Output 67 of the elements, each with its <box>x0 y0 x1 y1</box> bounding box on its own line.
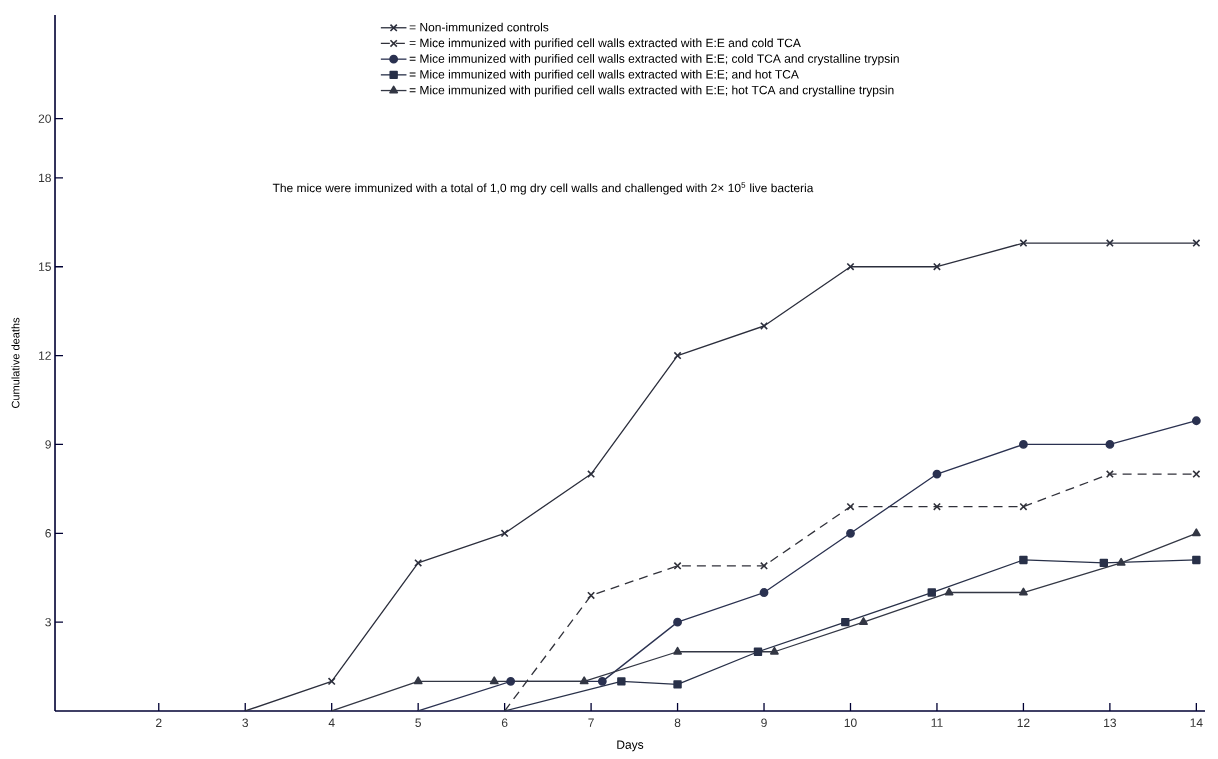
x-tick-label: 9 <box>761 718 767 728</box>
point <box>841 617 850 627</box>
x-tick-label: 12 <box>1017 718 1030 727</box>
point <box>1019 440 1028 449</box>
y-tick-label: 12 <box>39 351 51 360</box>
point <box>673 351 682 360</box>
point <box>769 646 779 655</box>
x-tick-label: 4 <box>328 718 335 727</box>
point <box>587 470 596 479</box>
point <box>1018 587 1028 596</box>
point <box>1105 440 1115 449</box>
legend-label: = Mice immunized with purified cell walls extracted with E:E; hot TCA and crystalline trypsin <box>409 85 894 97</box>
point <box>846 528 855 538</box>
legend-label: = Non-immunized controls <box>409 22 549 32</box>
x-tick-label: 6 <box>501 718 508 728</box>
x-tick-label: 2 <box>156 718 162 727</box>
annotation: The mice were immunized with a total of 1,0 mg dry cell walls and challenged with 2× 10$^{5}$ live bacteria <box>272 182 814 195</box>
point <box>1019 502 1028 511</box>
point <box>760 561 769 570</box>
x-tick-label: 14 <box>1190 718 1203 727</box>
point <box>673 617 682 627</box>
y-tick-label: 15 <box>39 262 51 271</box>
point <box>1105 470 1114 479</box>
y-tick-label: 3 <box>45 617 51 627</box>
point <box>673 646 682 655</box>
point <box>506 676 516 686</box>
legend-label: = Mice immunized with purified cell walls extracted with E:E; and hot TCA <box>409 69 799 81</box>
point <box>1099 558 1109 568</box>
legend-label: = Mice immunized with purified cell walls extracted with E:E and cold TCA <box>409 38 801 50</box>
x-tick-label: 11 <box>931 718 943 727</box>
point <box>327 677 336 686</box>
point <box>617 677 626 686</box>
point <box>1192 555 1201 565</box>
x-tick-label: 3 <box>242 718 249 728</box>
x-tick-label: 8 <box>674 718 681 728</box>
point <box>1116 557 1126 566</box>
point <box>1191 528 1201 537</box>
y-axis-title: Cumulative deaths <box>11 317 20 408</box>
point <box>846 502 855 511</box>
point <box>759 588 769 597</box>
point <box>927 588 936 597</box>
y-tick-label: 18 <box>39 173 51 183</box>
point <box>413 676 423 685</box>
point <box>753 647 763 656</box>
point <box>859 617 868 626</box>
point <box>1105 239 1114 248</box>
x-tick-label: 7 <box>588 718 594 727</box>
point <box>673 680 682 689</box>
point <box>944 587 954 596</box>
y-tick-label: 9 <box>45 440 51 449</box>
point <box>932 469 942 479</box>
x-tick-label: 5 <box>415 718 421 727</box>
point <box>414 558 423 567</box>
y-tick-label: 20 <box>38 114 52 123</box>
point <box>489 676 499 685</box>
x-tick-label: 13 <box>1104 718 1117 728</box>
point <box>1191 416 1201 426</box>
legend-label: = Mice immunized with purified cell walls extracted with E:E; cold TCA and crystalline trypsin <box>409 54 899 66</box>
point <box>597 676 607 686</box>
x-tick-label: 10 <box>844 718 857 728</box>
point <box>760 321 769 330</box>
point <box>579 676 589 685</box>
point <box>1019 555 1028 565</box>
y-tick-label: 6 <box>45 529 51 538</box>
point <box>1192 470 1201 479</box>
point <box>500 529 509 538</box>
x-axis-title: Days <box>617 740 644 752</box>
